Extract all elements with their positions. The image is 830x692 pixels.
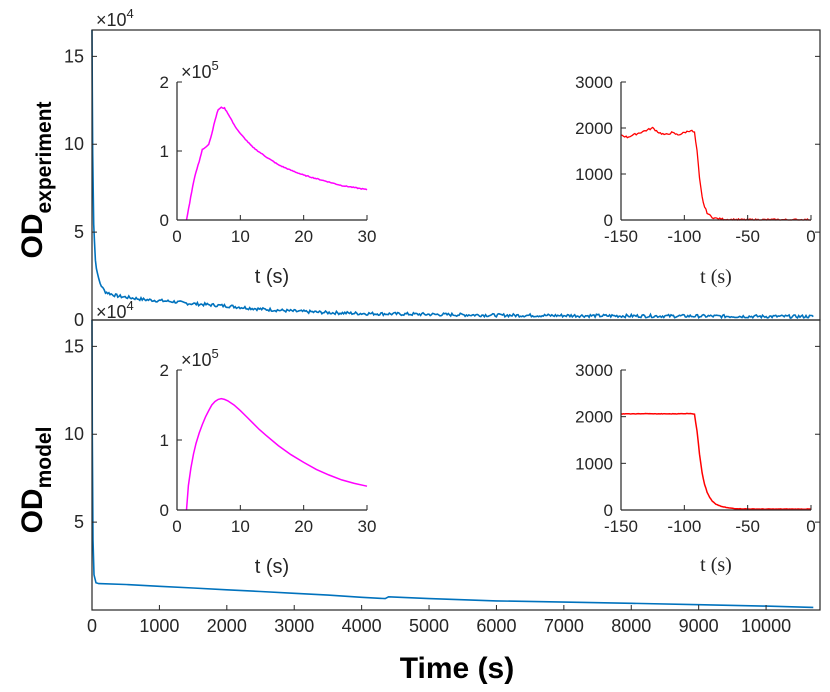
y-tick-label: 5 [74, 512, 84, 532]
x-tick-label: 0 [806, 227, 815, 246]
series-line-early [185, 106, 368, 221]
y-tick-label: 10 [64, 134, 84, 154]
y-axis-label-top: ODexperiment [16, 101, 56, 258]
x-tick-label: 8000 [611, 616, 651, 636]
x-tick-label: 10000 [741, 616, 791, 636]
x-tick-label: 0 [172, 227, 181, 246]
x-ticks-top-inset-left: 0 10 20 30 [172, 215, 376, 246]
series-line-model [91, 319, 814, 609]
x-ticks-bottom-inset-right: -150 -100 -50 0 [604, 505, 816, 536]
y-tick-label: 1000 [575, 165, 613, 184]
series-line-early-model [185, 397, 368, 511]
x-ticks-bottom-main: 0 1000 2000 3000 4000 5000 6000 7000 8000 9000 100… [87, 605, 791, 636]
multiplier-bottom-main: ×104 [96, 298, 134, 322]
series-line-experiment [91, 29, 814, 320]
y-tick-label: 2000 [575, 408, 613, 427]
x-tick-label: 7000 [544, 616, 584, 636]
x-tick-label: 0 [87, 616, 97, 636]
x-tick-label: 20 [294, 227, 313, 246]
x-axis-label-bottom-inset-left: t (s) [255, 556, 289, 578]
x-tick-label: -50 [735, 227, 760, 246]
x-ticks-top-inset-right: -150 -100 -50 0 [604, 215, 816, 246]
y-ticks-top-inset-left: 0 1 2 [160, 73, 182, 230]
y-tick-label: 0 [160, 211, 169, 230]
x-tick-label: 5000 [409, 616, 449, 636]
y-ticks-top-inset-right: 0 1000 2000 3000 [575, 73, 626, 230]
y-ticks-bottom-inset-right: 0 1000 2000 3000 [575, 361, 626, 520]
x-tick-label: -150 [604, 227, 638, 246]
x-axis-label-top-inset-left: t (s) [255, 266, 289, 288]
x-tick-label: 30 [358, 227, 377, 246]
y-tick-label: 0 [74, 310, 84, 330]
x-tick-label: -100 [667, 517, 701, 536]
x-axis-label-top-inset-right: t (s) [700, 266, 732, 288]
x-tick-label: -150 [604, 517, 638, 536]
x-tick-label: -50 [735, 517, 760, 536]
x-tick-label: 3000 [274, 616, 314, 636]
y-tick-label: 1000 [575, 454, 613, 473]
multiplier-top-main: ×104 [96, 6, 134, 30]
panel-top-inset-left: 0 1 2 0 10 20 30 ×105 t (s) [160, 58, 377, 288]
y-ticks-bottom-inset-left: 0 1 2 [160, 361, 182, 520]
x-axis-label-time: Time (s) [400, 652, 514, 685]
panel-bottom-inset-right: 0 1000 2000 3000 -150 -100 -50 0 t (s) [575, 361, 816, 576]
y-tick-label: 3000 [575, 73, 613, 92]
x-tick-label: 4000 [342, 616, 382, 636]
panel-top-inset-right: 0 1000 2000 3000 -150 -100 -50 0 t (s) [575, 73, 816, 288]
x-tick-label: 20 [294, 517, 313, 536]
x-tick-label: 6000 [476, 616, 516, 636]
y-tick-label: 0 [160, 501, 169, 520]
y-tick-label: 3000 [575, 361, 613, 380]
x-tick-label: 30 [358, 517, 377, 536]
multiplier-bottom-inset-left: ×105 [181, 346, 219, 370]
y-tick-label: 2 [160, 361, 169, 380]
series-line-late-model [620, 412, 811, 510]
x-tick-label: 2000 [207, 616, 247, 636]
x-tick-label: 9000 [679, 616, 719, 636]
x-tick-label: 0 [172, 517, 181, 536]
y-tick-label: 2000 [575, 119, 613, 138]
y-tick-label: 10 [64, 424, 84, 444]
y-tick-label: 2 [160, 73, 169, 92]
y-tick-label: 1 [160, 142, 169, 161]
y-tick-label: 0 [604, 211, 613, 230]
x-tick-label: 10 [231, 227, 250, 246]
y-tick-label: 5 [74, 222, 84, 242]
y-tick-label: 1 [160, 431, 169, 450]
y-axis-label-bottom: ODmodel [16, 427, 56, 534]
x-ticks-bottom-inset-left: 0 10 20 30 [172, 505, 376, 536]
multiplier-top-inset-left: ×105 [181, 58, 219, 82]
y-tick-label: 15 [64, 336, 84, 356]
axes-box-bottom-main [91, 319, 821, 611]
x-tick-label: 0 [806, 517, 815, 536]
x-tick-label: -100 [667, 227, 701, 246]
x-tick-label: 1000 [139, 616, 179, 636]
y-tick-label: 15 [64, 46, 84, 66]
x-axis-label-bottom-inset-right: t (s) [700, 554, 732, 576]
x-tick-label: 10 [231, 517, 250, 536]
y-tick-label: 0 [604, 501, 613, 520]
panel-bottom-inset-left: 0 1 2 0 10 20 30 ×105 t (s) [160, 346, 377, 578]
